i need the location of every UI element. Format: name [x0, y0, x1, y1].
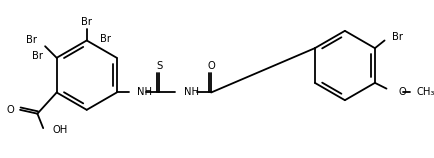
Text: Br: Br [100, 33, 111, 44]
Text: O: O [7, 105, 14, 115]
Text: Br: Br [81, 17, 92, 27]
Text: S: S [156, 61, 162, 70]
Text: O: O [398, 88, 406, 97]
Text: Br: Br [392, 32, 403, 42]
Text: O: O [207, 61, 215, 70]
Text: Br: Br [26, 35, 37, 46]
Text: NH: NH [184, 88, 199, 97]
Text: NH: NH [137, 88, 152, 97]
Text: CH₃: CH₃ [416, 88, 434, 97]
Text: OH: OH [53, 125, 68, 135]
Text: Br: Br [32, 51, 43, 61]
